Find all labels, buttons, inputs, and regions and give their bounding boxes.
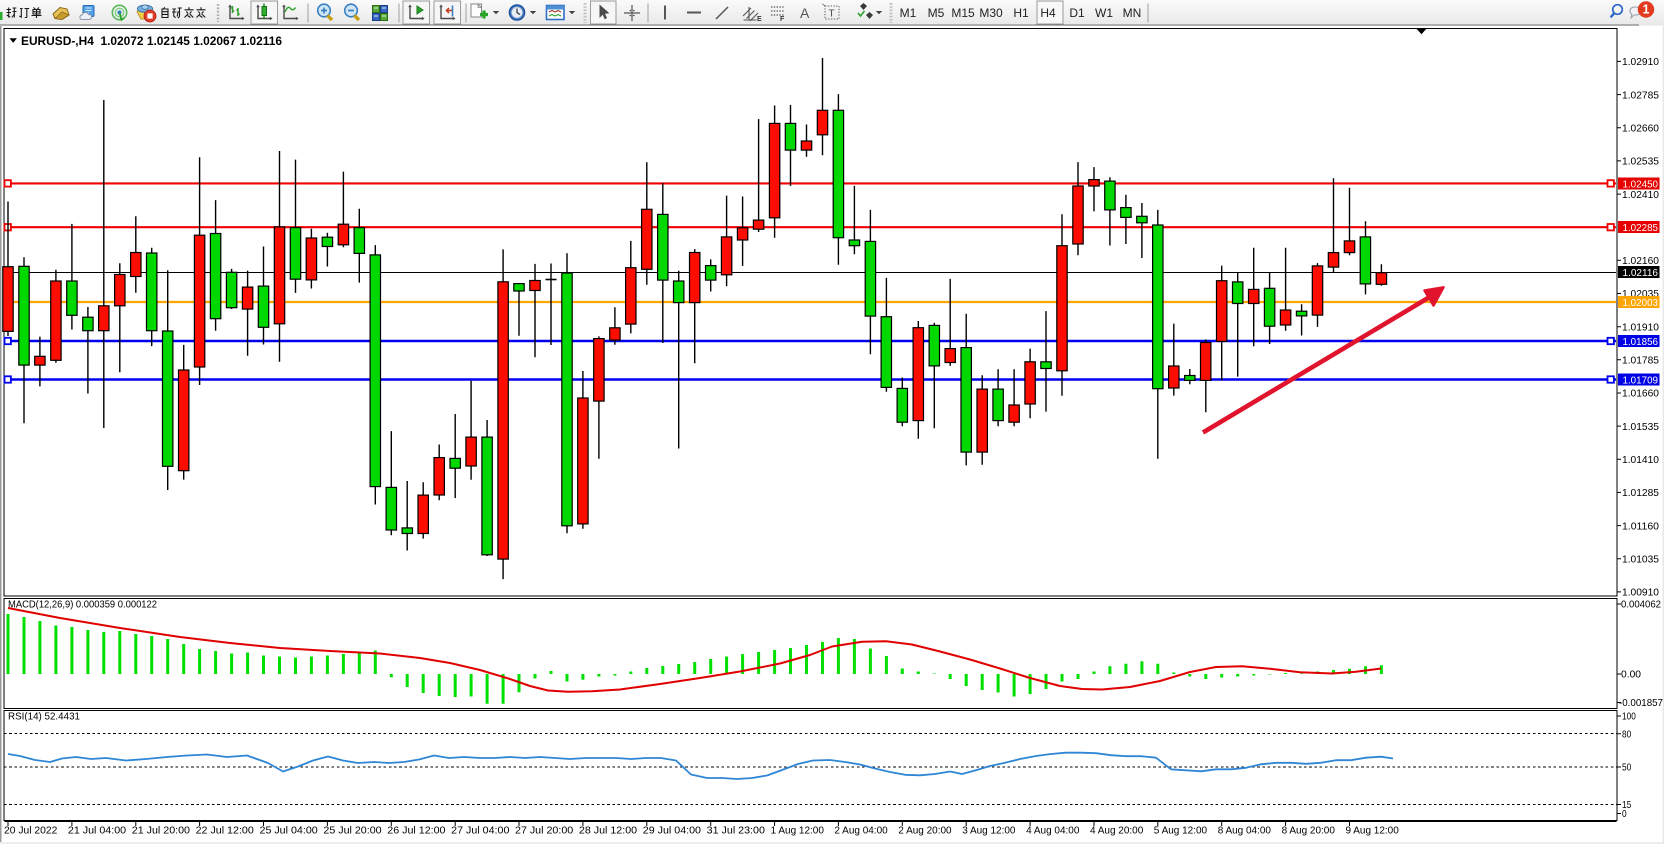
svg-text:4 Aug 04:00: 4 Aug 04:00 [1026,825,1079,837]
svg-text:25 Jul 04:00: 25 Jul 04:00 [260,825,318,837]
svg-text:1.01285: 1.01285 [1622,487,1659,499]
svg-text:F: F [780,16,785,23]
svg-text:0.004062: 0.004062 [1621,599,1661,611]
svg-text:1.02660: 1.02660 [1622,122,1659,134]
svg-text:1.02003: 1.02003 [1623,297,1659,309]
svg-text:8 Aug 20:00: 8 Aug 20:00 [1282,825,1335,837]
svg-text:0: 0 [1622,808,1627,820]
svg-text:T: T [829,9,835,20]
svg-text:26 Jul 12:00: 26 Jul 12:00 [387,825,445,837]
svg-text:1.02285: 1.02285 [1623,222,1659,234]
svg-text:M5: M5 [928,6,945,20]
svg-text:21 Jul 04:00: 21 Jul 04:00 [68,825,126,837]
svg-text:MN: MN [1123,6,1142,20]
svg-text:1.01160: 1.01160 [1622,520,1659,532]
svg-text:1.02160: 1.02160 [1622,255,1659,267]
svg-text:M1: M1 [900,6,917,20]
svg-text:28 Jul 12:00: 28 Jul 12:00 [579,825,637,837]
svg-text:MACD(12,26,9) 0.000359 0.00012: MACD(12,26,9) 0.000359 0.000122 [8,599,157,611]
svg-text:1.02116: 1.02116 [1623,267,1659,279]
svg-text:5 Aug 12:00: 5 Aug 12:00 [1154,825,1207,837]
svg-text:H1: H1 [1013,6,1029,20]
svg-text:1.02410: 1.02410 [1622,189,1659,201]
svg-text:1.02450: 1.02450 [1623,178,1659,190]
svg-text:M15: M15 [951,6,975,20]
svg-text:100: 100 [1622,711,1636,723]
svg-text:21 Jul 20:00: 21 Jul 20:00 [132,825,190,837]
svg-text:4 Aug 20:00: 4 Aug 20:00 [1090,825,1143,837]
svg-text:1: 1 [1643,3,1650,17]
svg-text:-0.001857: -0.001857 [1619,697,1663,709]
svg-text:RSI(14) 52.4431: RSI(14) 52.4431 [8,711,80,723]
svg-text:25 Jul 20:00: 25 Jul 20:00 [323,825,381,837]
svg-text:W1: W1 [1095,6,1113,20]
svg-text:1.02785: 1.02785 [1622,89,1659,101]
svg-text:1.01785: 1.01785 [1622,355,1659,367]
svg-text:1.01709: 1.01709 [1623,374,1659,386]
svg-text:1.01910: 1.01910 [1622,321,1659,333]
svg-text:22 Jul 12:00: 22 Jul 12:00 [196,825,254,837]
svg-text:2 Aug 20:00: 2 Aug 20:00 [898,825,951,837]
svg-text:2 Aug 04:00: 2 Aug 04:00 [834,825,887,837]
svg-text:1.00910: 1.00910 [1622,587,1659,599]
svg-text:1.01035: 1.01035 [1622,553,1659,565]
svg-text:H4: H4 [1040,6,1056,20]
svg-text:27 Jul 20:00: 27 Jul 20:00 [515,825,573,837]
svg-text:E: E [757,16,762,23]
svg-text:1.01410: 1.01410 [1622,454,1659,466]
svg-text:0.00: 0.00 [1621,669,1641,681]
svg-text:8 Aug 04:00: 8 Aug 04:00 [1218,825,1271,837]
svg-text:15: 15 [1622,799,1631,811]
svg-text:EURUSD-,H4 1.02072 1.02145 1.: EURUSD-,H4 1.02072 1.02145 1.02067 1.021… [21,34,282,48]
svg-text:1 Aug 12:00: 1 Aug 12:00 [771,825,824,837]
svg-text:31 Jul 23:00: 31 Jul 23:00 [707,825,765,837]
svg-text:80: 80 [1622,728,1631,740]
svg-text:9 Aug 12:00: 9 Aug 12:00 [1346,825,1399,837]
svg-text:29 Jul 04:00: 29 Jul 04:00 [643,825,701,837]
svg-text:1.02535: 1.02535 [1622,156,1659,168]
svg-text:1.01856: 1.01856 [1623,336,1659,348]
svg-text:M30: M30 [979,6,1003,20]
svg-text:27 Jul 04:00: 27 Jul 04:00 [451,825,509,837]
svg-text:1.02910: 1.02910 [1622,56,1659,68]
svg-text:20 Jul 2022: 20 Jul 2022 [4,825,57,837]
svg-text:3 Aug 12:00: 3 Aug 12:00 [962,825,1015,837]
svg-text:A: A [800,5,810,21]
svg-text:D1: D1 [1069,6,1085,20]
svg-text:1.01535: 1.01535 [1622,421,1659,433]
svg-text:1.01660: 1.01660 [1622,388,1659,400]
svg-text:50: 50 [1622,762,1631,774]
